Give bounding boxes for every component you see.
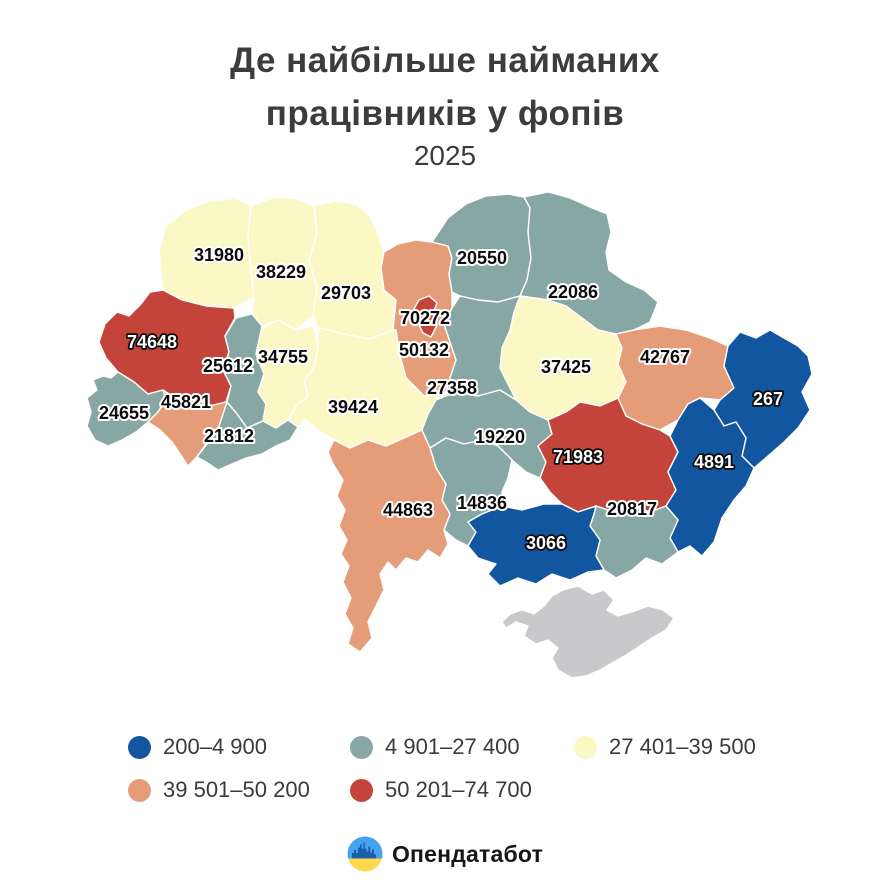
region-value-label-rivne: 38229	[256, 262, 306, 282]
region-luhansk	[713, 329, 813, 469]
legend-label: 200–4 900	[163, 734, 267, 759]
region-value-label-zakarpattia: 24655	[99, 403, 149, 423]
legend-swatch-mid	[574, 735, 597, 759]
legend-swatch-mid_low	[350, 735, 373, 759]
region-value-label-donetsk: 4891	[694, 452, 734, 472]
region-value-label-kharkiv: 42767	[640, 347, 690, 367]
page-title-line1: Де найбільше найманих	[230, 41, 660, 80]
region-crimea	[501, 585, 675, 679]
legend-label: 50 201–74 700	[385, 777, 532, 802]
region-value-label-lviv: 74648	[127, 332, 177, 352]
legend-item-2: 27 401–39 500	[574, 734, 824, 760]
legend-label: 27 401–39 500	[609, 734, 756, 759]
region-value-label-chernihiv: 20550	[457, 248, 507, 268]
legend-item-4: 50 201–74 700	[350, 777, 574, 803]
legend-label: 39 501–50 200	[163, 777, 310, 802]
page-subtitle-year: 2025	[413, 140, 477, 171]
region-value-label-cherkasy: 27358	[427, 378, 477, 398]
region-value-label-vinnytsia: 39424	[328, 397, 378, 417]
legend: 200–4 900 4 901–27 400 27 401–39 500 39 501…	[128, 734, 824, 803]
region-value-label-kyiv-city: 70272	[400, 308, 450, 328]
page-title-line2: працівників у фопів	[265, 94, 625, 133]
region-value-label-zaporizhzhia: 20817	[607, 499, 657, 519]
region-rivne	[247, 196, 318, 331]
region-odesa	[327, 429, 451, 653]
page-title: Де найбільше найманих працівників у фопі…	[0, 34, 890, 140]
region-value-label-dnipro: 71983	[553, 447, 603, 467]
region-value-label-ivano-frankivsk: 45821	[161, 392, 211, 412]
region-value-label-kherson: 3066	[526, 533, 566, 553]
region-cherkasy	[443, 295, 521, 401]
legend-item-0: 200–4 900	[128, 734, 350, 760]
brand-name: Опендатабот	[391, 840, 544, 867]
region-value-label-chernivtsi: 21812	[204, 426, 254, 446]
region-value-label-mykolaiv: 14836	[457, 493, 507, 513]
region-value-label-poltava: 37425	[541, 357, 591, 377]
region-kyiv-city	[413, 295, 438, 338]
region-kherson	[467, 503, 605, 587]
region-value-label-luhansk: 267	[753, 389, 783, 409]
region-value-label-volyn: 31980	[194, 245, 244, 265]
legend-swatch-mid_high	[128, 778, 151, 802]
brand-logo-icon	[347, 836, 383, 872]
legend-item-3: 39 501–50 200	[128, 777, 350, 803]
region-chernivtsi	[196, 401, 299, 471]
legend-swatch-high	[350, 778, 373, 802]
region-value-label-zhytomyr: 29703	[321, 283, 371, 303]
region-value-label-sumy: 22086	[548, 282, 598, 302]
region-value-label-kyiv-oblast: 50132	[399, 340, 449, 360]
brand-footer: Опендатабот	[0, 836, 890, 872]
region-sumy	[519, 191, 659, 335]
region-value-label-khmelnytskyi: 34755	[258, 347, 308, 367]
region-donetsk	[665, 397, 755, 557]
region-value-label-kirovohrad: 19220	[475, 427, 525, 447]
legend-swatch-low	[128, 735, 151, 759]
legend-item-1: 4 901–27 400	[350, 734, 574, 760]
legend-label: 4 901–27 400	[385, 734, 520, 759]
region-value-label-ternopil: 25612	[203, 356, 253, 376]
region-value-label-odesa: 44863	[383, 500, 433, 520]
